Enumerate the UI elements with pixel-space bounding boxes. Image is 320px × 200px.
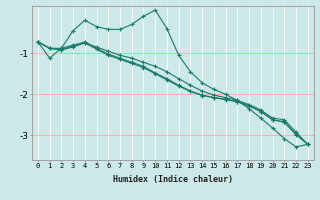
X-axis label: Humidex (Indice chaleur): Humidex (Indice chaleur) (113, 175, 233, 184)
